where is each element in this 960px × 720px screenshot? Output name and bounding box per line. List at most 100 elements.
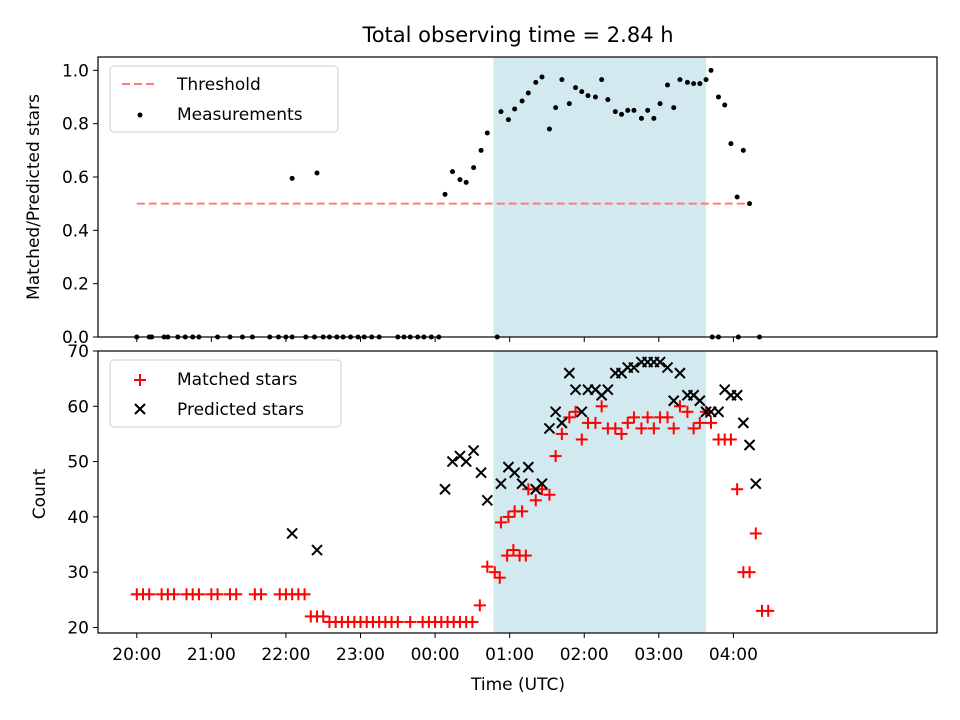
matched-star-point — [641, 411, 654, 424]
matched-star-point — [693, 416, 706, 429]
predicted-star-point — [668, 395, 680, 407]
matched-star-point — [595, 400, 608, 413]
chart-title: Total observing time = 2.84 h — [361, 23, 673, 47]
measurement-point — [665, 82, 671, 88]
matched-star-point — [522, 483, 535, 496]
measurement-point — [463, 179, 469, 185]
matched-star-point — [493, 571, 506, 584]
matched-star-point — [731, 483, 744, 496]
x-tick-label: 21:00 — [187, 645, 236, 665]
matched-stars-points — [130, 400, 775, 628]
ratio-axes-frame — [97, 56, 938, 338]
predicted-star-point — [516, 477, 528, 490]
matched-star-point — [563, 411, 576, 424]
matched-star-point — [555, 427, 568, 440]
predicted-star-point — [556, 417, 568, 429]
measurement-point — [684, 79, 690, 85]
matched-star-point — [569, 405, 582, 418]
measurement-point — [625, 107, 631, 113]
predicted-star-point — [576, 406, 588, 418]
ratio-x-ticks — [136, 337, 734, 342]
y-tick-label: 0.2 — [62, 275, 89, 295]
predicted-star-point — [674, 367, 686, 379]
y-tick-label: 0.0 — [62, 328, 89, 348]
matched-star-point — [255, 588, 268, 601]
matched-star-point — [404, 615, 417, 628]
predicted-star-point — [750, 477, 762, 490]
measurement-point — [478, 147, 484, 153]
x-tick-label: 02:00 — [560, 645, 609, 665]
matched-star-point — [743, 566, 756, 579]
predicted-star-point — [536, 477, 548, 490]
ratio-legend: Threshold Measurements — [109, 65, 339, 133]
y-tick-label: 0.8 — [62, 115, 89, 135]
matched-star-point — [621, 416, 634, 429]
x-tick-label: 03:00 — [634, 645, 683, 665]
y-tick-label: 70 — [67, 342, 89, 362]
matched-star-point — [192, 588, 205, 601]
matched-star-point — [391, 615, 404, 628]
measurement-point — [703, 77, 709, 83]
y-tick-label: 1.0 — [62, 61, 89, 81]
observing-window-shade — [493, 57, 707, 337]
matched-star-point — [516, 505, 529, 518]
count-legend-box — [109, 359, 342, 428]
predicted-star-point — [700, 406, 712, 418]
legend-measurements-swatch — [137, 112, 143, 118]
measurement-point — [708, 67, 714, 73]
measurement-point — [715, 94, 721, 100]
predicted-star-point — [661, 361, 674, 374]
legend-matched-swatch — [134, 374, 146, 386]
legend-measurements-label: Measurements — [177, 105, 303, 125]
measurement-point — [605, 97, 611, 103]
measurement-point — [559, 77, 565, 83]
count-y-ticks: 20 30 40 50 60 70 — [67, 342, 98, 638]
predicted-star-point — [286, 527, 298, 540]
predicted-star-point — [439, 483, 451, 495]
matched-star-point — [473, 599, 486, 612]
x-tick-label: 20:00 — [112, 645, 161, 665]
measurement-point — [512, 106, 518, 112]
measurement-point — [697, 81, 703, 87]
matched-star-point — [549, 450, 562, 463]
measurement-point — [484, 130, 490, 136]
measurement-point — [722, 102, 728, 108]
measurement-point — [553, 105, 559, 111]
count-legend: Matched stars Predicted stars — [109, 359, 342, 428]
matched-star-point — [705, 416, 718, 429]
measurement-point — [585, 93, 591, 99]
measurement-point — [671, 105, 677, 111]
measurement-point — [612, 109, 618, 115]
measurement-point — [619, 111, 625, 117]
predicted-star-point — [569, 383, 582, 396]
matched-star-point — [494, 516, 507, 529]
measurement-point — [747, 201, 753, 207]
predicted-star-point — [467, 444, 480, 457]
legend-predicted-swatch — [134, 403, 146, 415]
predicted-star-point — [522, 461, 535, 473]
matched-star-point — [143, 588, 156, 601]
predicted-star-point — [311, 544, 323, 556]
matched-star-point — [502, 510, 515, 523]
matched-star-point — [647, 422, 660, 435]
y-tick-label: 0.4 — [62, 221, 89, 241]
measurement-point — [457, 177, 463, 183]
matched-star-point — [667, 422, 680, 435]
matched-star-point — [681, 405, 694, 418]
y-tick-label: 60 — [67, 397, 89, 417]
measurement-point — [740, 147, 746, 153]
measurement-point — [449, 169, 455, 175]
predicted-star-point — [543, 422, 556, 435]
measurement-point — [691, 81, 697, 87]
matched-star-point — [298, 588, 311, 601]
matched-star-point — [609, 422, 622, 435]
measurement-point — [498, 109, 504, 115]
measurement-point — [505, 117, 511, 123]
predicted-star-point — [731, 389, 743, 401]
predicted-star-point — [628, 361, 640, 374]
y-tick-label: 30 — [67, 563, 89, 583]
legend-matched-label: Matched stars — [177, 370, 297, 390]
measurement-point — [539, 74, 545, 80]
matched-star-point — [317, 610, 330, 623]
